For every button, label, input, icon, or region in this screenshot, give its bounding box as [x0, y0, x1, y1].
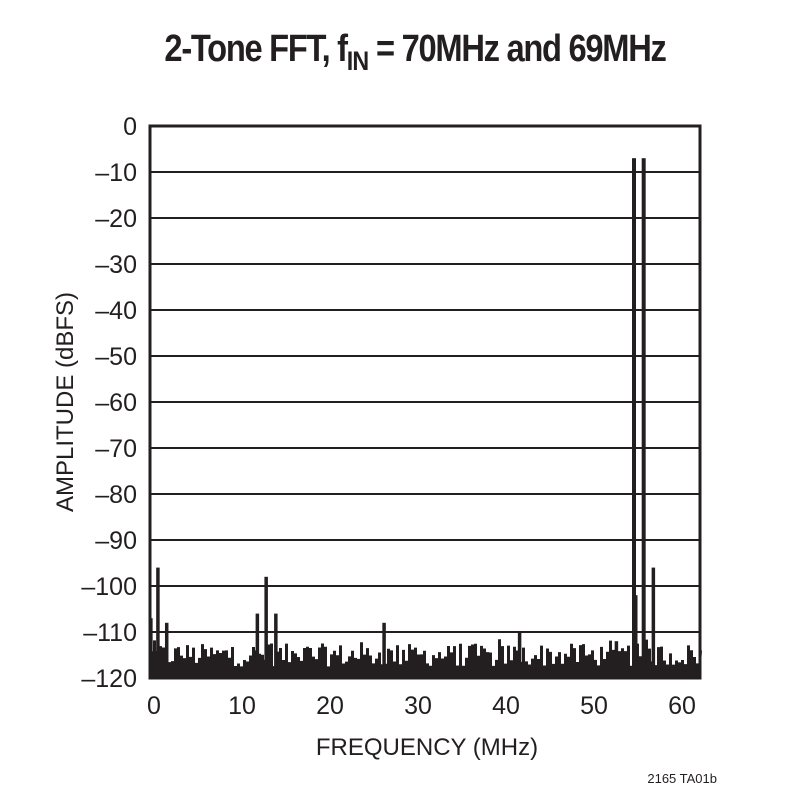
y-tick-label: –90	[95, 527, 137, 555]
fundamental-tone-bar	[632, 158, 636, 678]
y-tick-labels: 0 –10 –20 –30 –40 –50 –60 –70 –80 –90 –100 –110 –120	[81, 113, 137, 693]
x-axis-label: FREQUENCY (MHz)	[316, 734, 538, 761]
y-tick-label: –10	[95, 159, 137, 187]
x-tick-label: 60	[668, 692, 696, 720]
plot-frame	[148, 124, 702, 680]
spur-bar	[651, 567, 656, 678]
spur-bar	[264, 576, 268, 678]
gridlines	[150, 125, 700, 679]
x-tick-label: 50	[580, 692, 608, 720]
y-tick-label: –30	[95, 251, 137, 279]
spectrum-bars	[149, 158, 702, 678]
spur-bar	[614, 641, 619, 678]
y-tick-label: –80	[95, 481, 137, 509]
x-tick-label: 30	[404, 692, 432, 720]
fundamental-tone-bar	[641, 158, 646, 678]
spur-bar	[274, 613, 278, 678]
y-tick-label: –70	[95, 435, 137, 463]
spur-bar	[255, 613, 260, 678]
spur-bar	[164, 622, 169, 678]
y-tick-label: –120	[81, 665, 137, 693]
y-tick-label: –60	[95, 389, 137, 417]
x-tick-label: 0	[147, 692, 161, 720]
x-tick-label: 40	[492, 692, 520, 720]
spur-bar	[634, 595, 638, 678]
figure-id-footnote: 2165 TA01b	[647, 771, 717, 786]
y-tick-label: –110	[83, 619, 137, 647]
y-tick-label: 0	[123, 113, 137, 141]
y-tick-label: –20	[95, 205, 137, 233]
y-tick-label: –40	[95, 297, 137, 325]
chart-title: 2-Tone FFT, fIN = 70MHz and 69MHz	[164, 28, 666, 76]
y-axis-label: AMPLITUDE (dBFS)	[52, 292, 79, 512]
y-tick-label: –100	[81, 573, 137, 601]
spur-bar	[517, 632, 522, 678]
x-tick-label: 20	[316, 692, 344, 720]
noise-floor	[150, 639, 702, 678]
y-tick-label: –50	[95, 343, 137, 371]
x-tick-labels: 0 10 20 30 40 50 60	[147, 692, 696, 720]
spur-bar	[156, 567, 160, 678]
x-tick-label: 10	[228, 692, 256, 720]
spur-bar	[382, 622, 386, 678]
